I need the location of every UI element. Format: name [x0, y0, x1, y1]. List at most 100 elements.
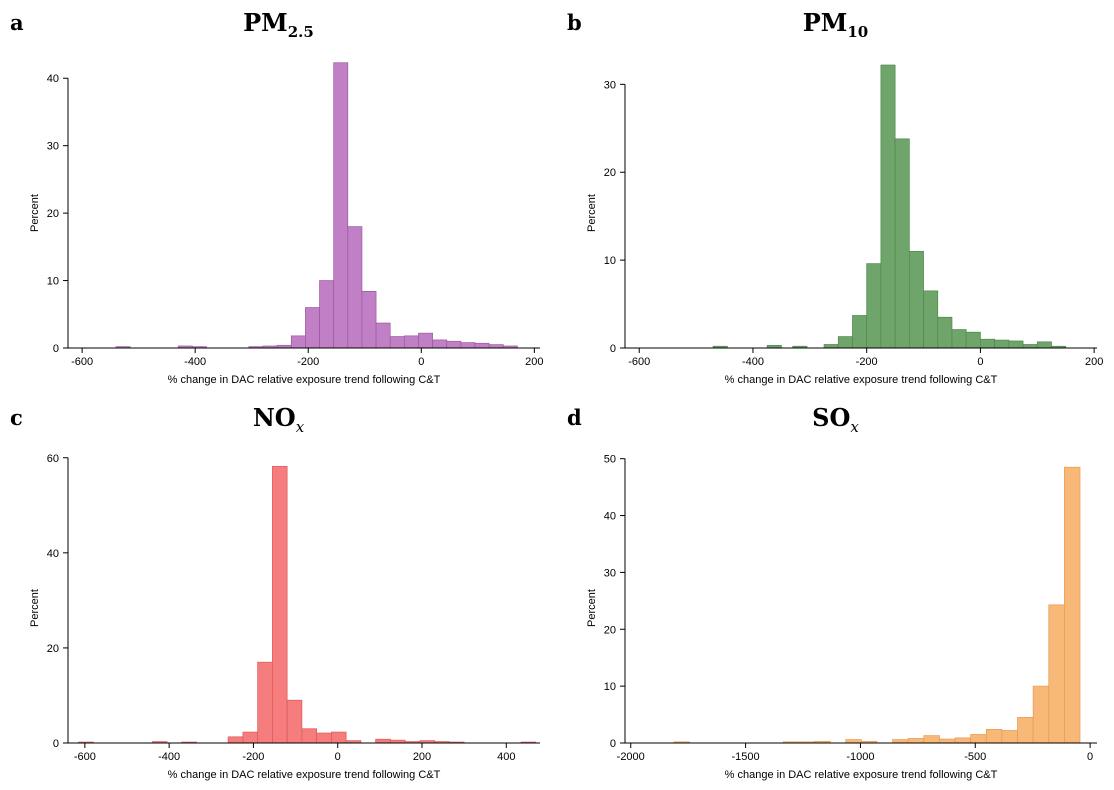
histogram-bar: [418, 332, 433, 349]
histogram-bar: [272, 465, 288, 744]
histogram-bar: [845, 739, 862, 744]
histogram-bar: [319, 280, 335, 349]
histogram-bar: [970, 734, 987, 744]
x-axis-label: % change in DAC relative exposure trend …: [725, 769, 998, 781]
y-tick-label: 10: [47, 276, 59, 288]
y-tick-label: 40: [47, 73, 59, 85]
histogram-pm10: -600 -400 -200 0 200 0 10 20 30 % change in DAC r…: [586, 64, 1103, 386]
histogram-bar: [837, 336, 853, 349]
x-axis-label: % change in DAC relative exposure trend …: [725, 374, 998, 386]
histogram-bar: [907, 738, 925, 744]
histogram-bar: [1017, 717, 1034, 744]
histogram-bar: [375, 322, 391, 349]
histogram-bar: [823, 344, 839, 349]
histogram-bar: [242, 731, 258, 744]
histogram-bar: [965, 331, 981, 349]
y-tick-label: 20: [47, 643, 59, 655]
x-tick-label: 0: [335, 751, 341, 763]
histogram-bar: [305, 307, 320, 349]
x-tick-label: 0: [1087, 751, 1093, 763]
x-tick-label: -2000: [617, 751, 645, 763]
title-subscript: 10: [847, 23, 869, 41]
y-tick-label: 50: [604, 454, 616, 466]
x-tick-label: 400: [497, 751, 515, 763]
title-main: PM: [802, 8, 848, 37]
histogram-bar: [923, 735, 940, 744]
histogram-bar: [432, 339, 448, 349]
histogram-bar: [939, 738, 956, 744]
title-main: SO: [812, 403, 851, 432]
histogram-bar: [1032, 685, 1050, 744]
panel-letter: b: [567, 10, 582, 35]
histogram-bar: [892, 739, 909, 744]
y-tick-label: 40: [47, 548, 59, 560]
panel-title: SOx: [557, 403, 1114, 436]
x-tick-label: 0: [977, 356, 983, 368]
x-tick-label: 200: [413, 751, 431, 763]
y-tick-label: 60: [47, 453, 59, 465]
y-tick-label: 30: [604, 79, 616, 91]
y-tick-label: 0: [610, 343, 616, 355]
panel-title: PM2.5: [0, 8, 557, 41]
x-axis-label: % change in DAC relative exposure trend …: [168, 374, 441, 386]
histogram-bar: [1001, 730, 1018, 744]
histogram-bar: [331, 731, 347, 744]
y-tick-label: 30: [47, 141, 59, 153]
y-tick-label: 20: [47, 208, 59, 220]
title-main: NO: [252, 403, 296, 432]
x-axis-label: % change in DAC relative exposure trend …: [168, 769, 441, 781]
y-tick-label: 20: [604, 624, 616, 636]
histogram-bar: [333, 62, 349, 349]
histogram-bar: [290, 335, 306, 349]
histogram-bar: [954, 737, 972, 744]
histogram-bar: [1008, 340, 1024, 349]
y-axis-label: Percent: [586, 589, 598, 627]
y-axis-label: Percent: [29, 589, 41, 627]
histogram-bar: [994, 339, 1010, 349]
x-tick-label: -1500: [732, 751, 760, 763]
histogram-bar: [1064, 466, 1081, 744]
panel-a: a PM2.5 -600 -400 -200 0 200 0 10 20 30 40 % chang…: [0, 0, 557, 395]
histogram-bar: [446, 340, 462, 349]
histogram-bar: [257, 661, 273, 744]
histogram-bar: [488, 344, 504, 349]
panel-title: PM10: [557, 8, 1114, 41]
panel-d: d SOx -2000 -1500 -1000 -500 0 0 10 20 30 40 50 % c…: [557, 395, 1114, 790]
x-tick-label: -600: [628, 356, 650, 368]
histogram-bar: [1022, 344, 1038, 349]
histogram-pm25: -600 -400 -200 0 200 0 10 20 30 40 % change in DAC…: [29, 62, 544, 386]
panel-b: b PM10 -600 -400 -200 0 200 0 10 20 30% change i…: [557, 0, 1114, 395]
histogram-sox: -2000 -1500 -1000 -500 0 0 10 20 30 40 50 % change …: [586, 454, 1097, 781]
x-tick-label: -600: [74, 751, 96, 763]
histogram-bar: [474, 342, 490, 349]
y-axis-label: Percent: [29, 194, 41, 232]
y-tick-label: 0: [610, 738, 616, 750]
histogram-bar: [403, 335, 419, 349]
x-tick-label: -1000: [846, 751, 874, 763]
x-tick-label: 200: [525, 356, 543, 368]
y-tick-label: 0: [53, 738, 59, 750]
x-tick-label: -200: [856, 356, 878, 368]
histogram-bar: [908, 250, 924, 349]
histogram-bar: [286, 699, 303, 744]
title-subscript: 2.5: [287, 23, 314, 41]
y-tick-label: 0: [53, 343, 59, 355]
y-tick-label: 10: [604, 681, 616, 693]
x-tick-label: -200: [297, 356, 319, 368]
histogram-bar: [951, 329, 967, 349]
x-tick-label: -500: [964, 751, 986, 763]
title-main: PM: [243, 8, 288, 37]
y-tick-label: 20: [604, 167, 616, 179]
panel-c: c NOx -600 -400 -200 0 200 400 0 20 40 60 % change…: [0, 395, 557, 790]
y-tick-label: 30: [604, 567, 616, 579]
histogram-bar: [389, 336, 405, 349]
histogram-bar: [923, 290, 939, 349]
histogram-nox: -600 -400 -200 0 200 400 0 20 40 60 % change in DA…: [29, 453, 540, 781]
histogram-bar: [361, 290, 377, 349]
histogram-bar: [227, 736, 244, 744]
title-subscript: x: [850, 418, 859, 436]
histogram-bar: [1036, 341, 1052, 349]
panel-letter: a: [10, 10, 24, 35]
x-tick-label: -200: [242, 751, 264, 763]
histogram-bar: [880, 64, 896, 349]
